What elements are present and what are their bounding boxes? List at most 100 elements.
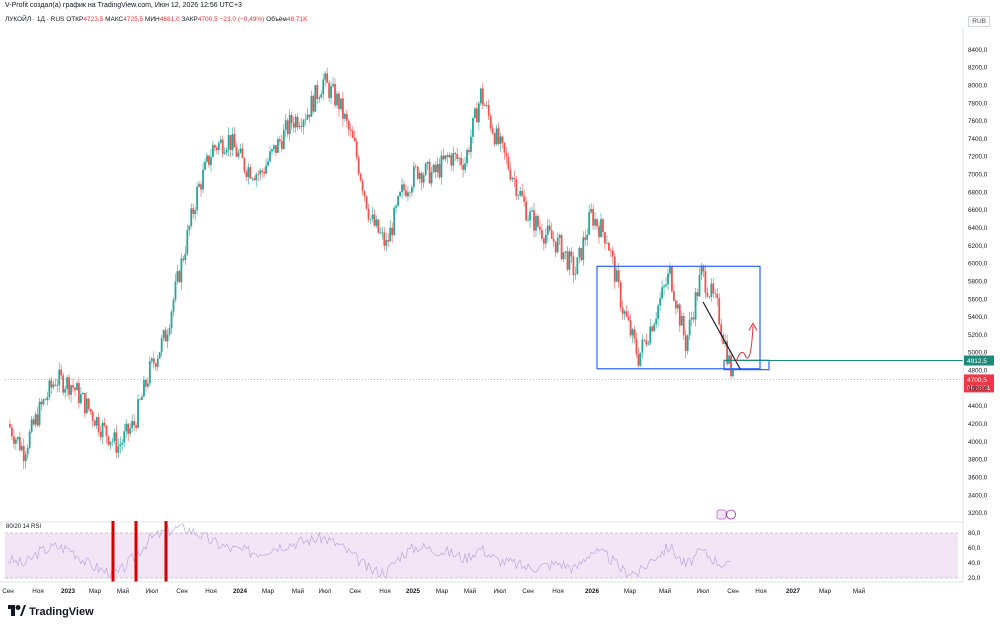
x-tick-label: Ноя (755, 588, 766, 595)
candle-body (619, 282, 622, 308)
candle-body (292, 123, 295, 128)
candle-body (188, 226, 191, 231)
candle-body (450, 155, 453, 166)
candle-body (223, 152, 226, 154)
candle-body (326, 73, 329, 83)
candle-body (639, 352, 642, 366)
candle-body (674, 300, 677, 309)
candle-body (62, 375, 65, 393)
last-price-tag: 4700,5 06:03:01 (964, 374, 994, 393)
candle-body (221, 139, 224, 154)
candle-body (253, 178, 256, 181)
candle-body (72, 385, 74, 388)
candle-body (442, 155, 445, 160)
candle-body (186, 230, 189, 254)
candle-body (141, 396, 143, 400)
candle-body (131, 420, 134, 429)
last-price-timer: 06:03:01 (967, 386, 991, 392)
x-tick-label: 2024 (233, 588, 248, 595)
candle-body (718, 298, 721, 325)
x-tick-label: Июл (319, 588, 332, 595)
candle-body (304, 119, 307, 121)
candle-body (243, 158, 246, 172)
candle-body (391, 227, 394, 236)
candle-body (686, 335, 689, 351)
candle-body (26, 447, 29, 455)
rsi-tick-label: 80,0 (968, 530, 981, 537)
range-box[interactable] (596, 265, 761, 370)
candle-body (499, 136, 502, 144)
currency-badge[interactable]: RUB (968, 16, 990, 27)
candle-body (273, 145, 275, 150)
x-tick-label: Май (117, 587, 130, 595)
candle-body (615, 270, 618, 282)
candle-body (271, 149, 273, 152)
candle-body (182, 258, 185, 260)
x-tick-label: 2023 (61, 588, 76, 595)
candle-body (688, 319, 691, 336)
candle-body (637, 354, 640, 366)
candle-body (32, 419, 35, 425)
candle-body (588, 212, 591, 235)
y-tick-label: 8200,0 (968, 65, 988, 72)
candle-body (483, 104, 486, 106)
candle-body (215, 147, 218, 151)
candle-body (422, 175, 425, 183)
event-markers[interactable] (716, 509, 736, 520)
x-tick-label: Май (292, 587, 305, 595)
candle-body (154, 363, 157, 367)
candle-body (20, 445, 23, 451)
candle-body (342, 98, 344, 119)
candle-body (537, 216, 539, 227)
candle-body (546, 225, 549, 235)
candle-body (485, 104, 488, 106)
y-tick-label: 7800,0 (968, 100, 988, 107)
candle-body (76, 383, 78, 391)
candle-body (40, 401, 43, 405)
candle-body (16, 437, 19, 440)
candle-body (509, 169, 512, 180)
candle-body (93, 420, 96, 426)
candle-body (393, 207, 396, 236)
candle-body (702, 265, 705, 272)
candle-body (111, 440, 114, 442)
candle-body (586, 234, 589, 240)
x-tick-label: Сен (522, 588, 534, 595)
candle-body (302, 120, 305, 128)
candle-body (361, 180, 364, 192)
candle-body (517, 195, 520, 196)
candle-body (202, 169, 204, 190)
candle-body (249, 167, 252, 179)
candle-body (617, 270, 620, 283)
y-tick-label: 5000,0 (968, 350, 988, 357)
event-dividend-icon[interactable] (726, 509, 736, 520)
y-tick-label: 4600,0 (968, 385, 988, 392)
candle-body (458, 157, 461, 159)
candle-body (594, 219, 596, 226)
x-tick-label: Май (464, 587, 477, 595)
symbol-name[interactable]: ЛУКОЙЛ · 1Д · RUS (5, 16, 65, 23)
candle-body (434, 164, 437, 173)
candle-body (176, 271, 179, 282)
candle-body (607, 242, 610, 251)
candle-body (152, 358, 155, 364)
trend-line[interactable] (702, 301, 741, 370)
candle-body (328, 82, 331, 98)
candle-body (643, 339, 646, 341)
candle-body (519, 190, 522, 196)
candle-body (684, 335, 687, 351)
y-tick-label: 6800,0 (968, 189, 988, 196)
projection-arrow[interactable] (735, 325, 754, 362)
candle-body (355, 141, 358, 158)
y-tick-label: 4800,0 (968, 368, 988, 375)
event-earnings-icon[interactable] (716, 509, 727, 520)
candle-body (568, 251, 571, 270)
candle-body (507, 157, 510, 170)
candle-body (146, 383, 149, 387)
candle-body (395, 205, 398, 208)
candle-body (269, 151, 271, 162)
candle-body (481, 88, 484, 105)
candle-body (336, 93, 338, 106)
y-tick-label: 7000,0 (968, 172, 988, 179)
